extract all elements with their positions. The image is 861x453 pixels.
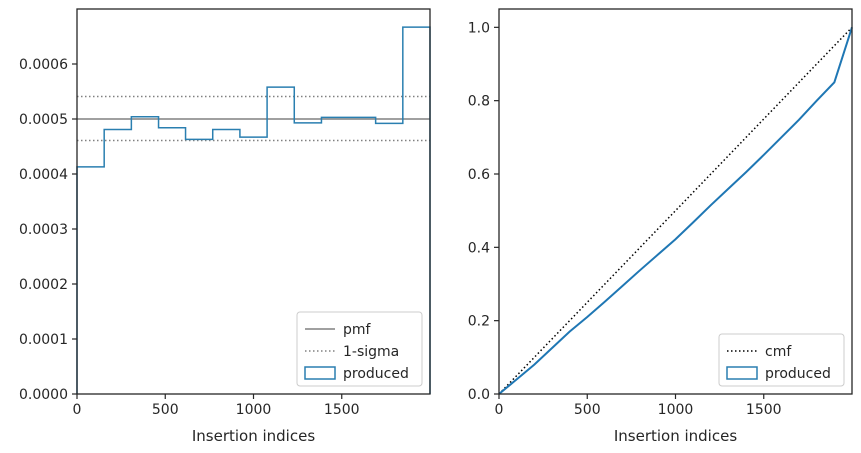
legend-entry: 1-sigma: [305, 344, 399, 360]
histogram-bin: [77, 167, 104, 394]
x-tick-label: 1000: [236, 402, 272, 418]
histogram-bin: [159, 128, 186, 394]
y-tick-label: 0.0004: [19, 167, 68, 183]
y-tick-label: 0.4: [468, 240, 490, 256]
legend-label: produced: [343, 366, 409, 382]
y-tick-label: 0.8: [468, 94, 490, 110]
histogram-bin: [267, 87, 294, 394]
y-tick-label: 0.0001: [19, 332, 68, 348]
x-axis-label: Insertion indices: [192, 427, 315, 445]
legend: pmf 1-sigma produced: [296, 311, 423, 387]
histogram-bin: [186, 139, 213, 394]
legend: cmf produced: [718, 333, 845, 387]
x-tick-label: 0: [495, 402, 504, 418]
series-line-produced: [498, 27, 853, 395]
x-tick-label: 500: [574, 402, 601, 418]
legend-label: produced: [765, 366, 831, 382]
x-tick-label: 1500: [746, 402, 782, 418]
histogram-bin: [240, 137, 267, 394]
legend-box: [718, 333, 845, 387]
legend-label: 1-sigma: [343, 344, 399, 360]
legend-label: cmf: [765, 344, 792, 360]
x-axis-label: Insertion indices: [614, 427, 737, 445]
legend-entry: pmf: [305, 322, 372, 338]
histogram-bin: [131, 117, 158, 394]
x-tick-label: 500: [152, 402, 179, 418]
y-tick-label: 0.0005: [19, 112, 68, 128]
legend-entry: produced: [726, 366, 831, 382]
y-tick-label: 0.0003: [19, 222, 68, 238]
y-tick-label: 1.0: [468, 20, 490, 36]
y-tick-label: 0.6: [468, 167, 490, 183]
legend-entry: produced: [304, 366, 409, 382]
cumulative-chart: 0 500 1000 1500 0.0 0.2 0.4 0.6 0.8 1.0 Insertion …: [468, 8, 853, 445]
histogram-bin: [104, 129, 131, 394]
histogram-bin: [213, 129, 240, 394]
x-tick-label: 1500: [324, 402, 360, 418]
legend-label: pmf: [343, 322, 372, 338]
y-tick-label: 0.0: [468, 387, 490, 403]
y-tick-label: 0.0002: [19, 277, 68, 293]
series-line-cmf: [498, 26, 853, 395]
legend-swatch-produced: [726, 366, 758, 380]
histogram-chart: 0 500 1000 1500 0.0000 0.0001 0.0002 0.0003 0.00…: [19, 8, 431, 445]
y-tick-label: 0.2: [468, 314, 490, 330]
x-tick-label: 0: [73, 402, 82, 418]
y-tick-label: 0.0006: [19, 57, 68, 73]
legend-entry: cmf: [727, 344, 792, 360]
x-tick-label: 1000: [658, 402, 694, 418]
legend-swatch-produced: [304, 366, 336, 380]
histogram-step: [76, 26, 431, 394]
y-tick-label: 0.0000: [19, 387, 68, 403]
